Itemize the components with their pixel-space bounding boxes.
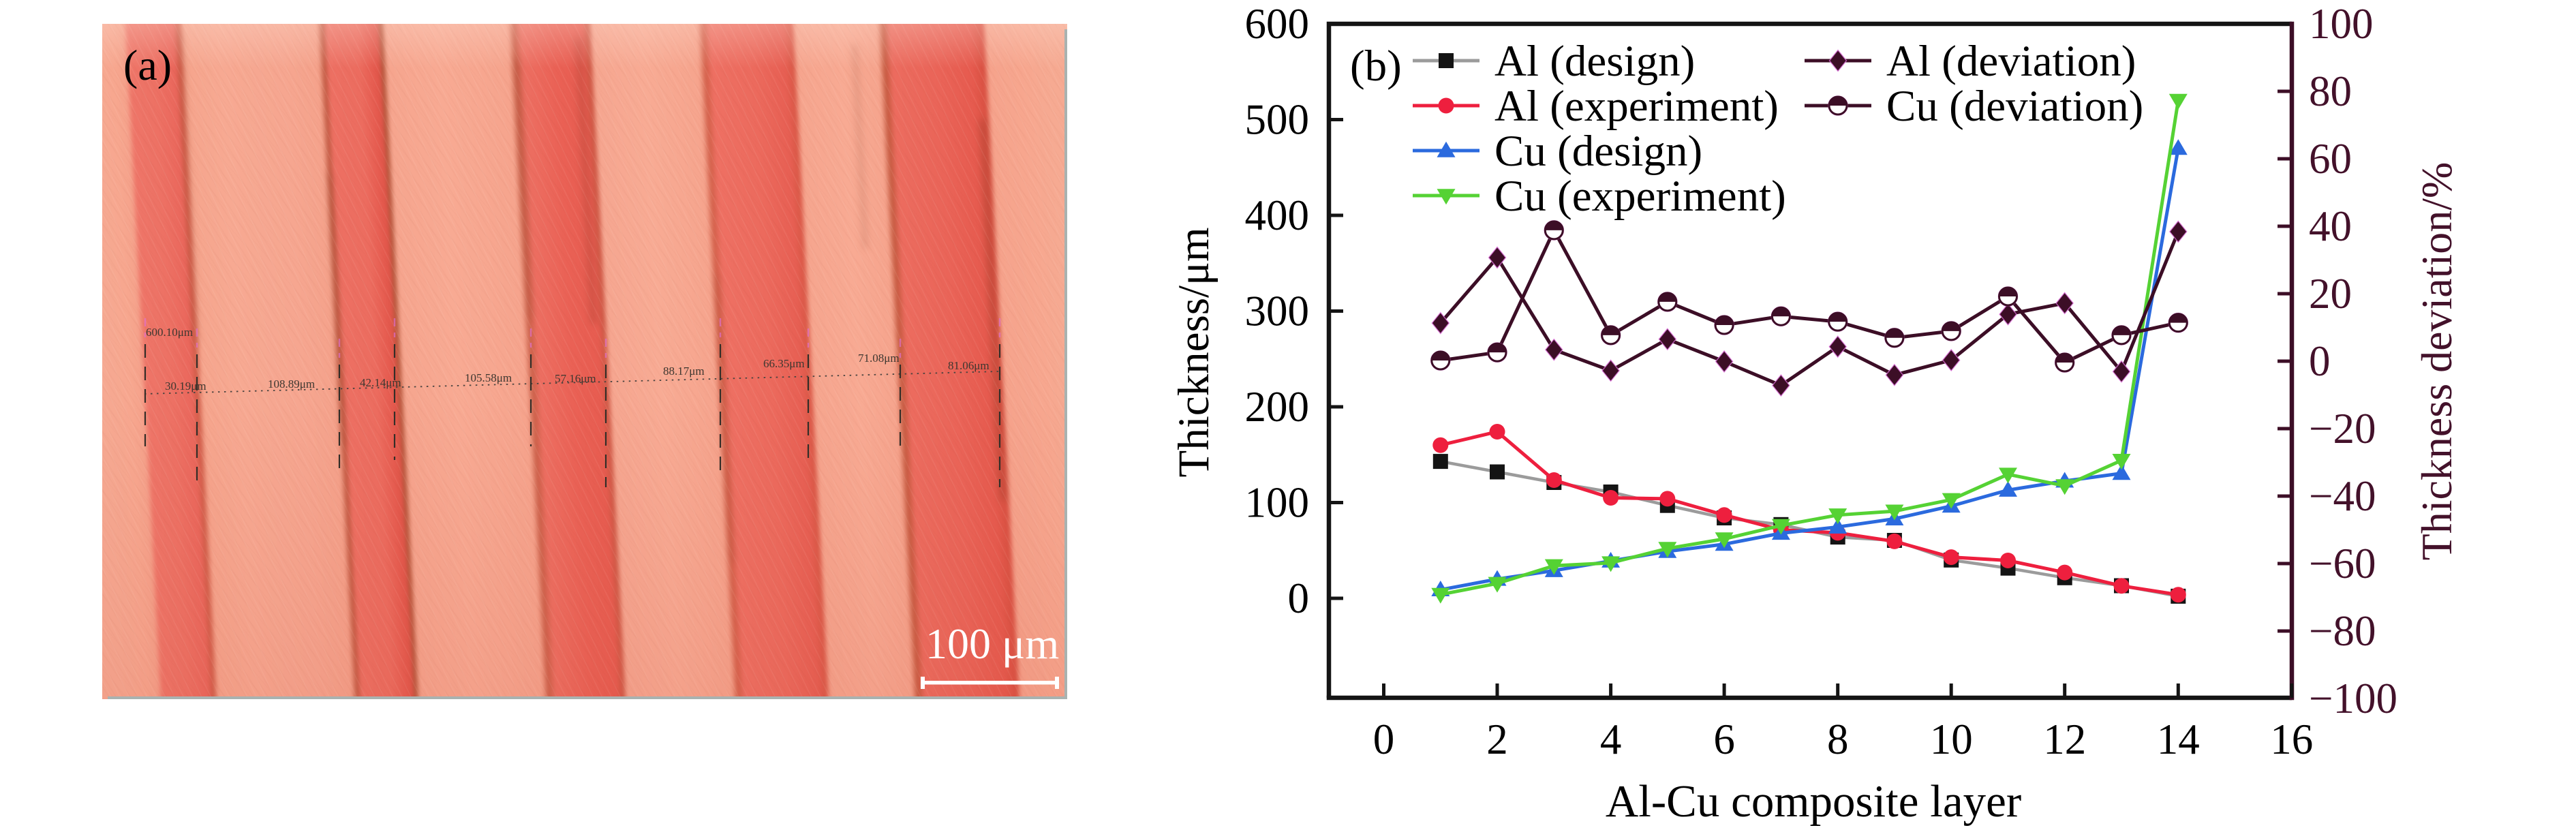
svg-text:108.89μm: 108.89μm [268,378,315,390]
svg-text:88.17μm: 88.17μm [663,365,705,378]
svg-text:2: 2 [1486,716,1508,763]
svg-text:100: 100 [1245,479,1310,527]
svg-text:Al (experiment): Al (experiment) [1494,82,1779,131]
svg-text:57.16μm: 57.16μm [555,372,596,385]
svg-text:400: 400 [1245,191,1310,239]
svg-text:0: 0 [1288,574,1310,622]
svg-text:60: 60 [2309,135,2352,183]
svg-text:−60: −60 [2309,540,2376,587]
svg-text:Al-Cu composite layer: Al-Cu composite layer [1606,776,2021,827]
svg-text:30.19μm: 30.19μm [165,380,206,393]
svg-text:Al (deviation): Al (deviation) [1886,37,2136,86]
svg-text:200: 200 [1245,383,1310,431]
svg-text:14: 14 [2157,716,2200,763]
svg-text:600.10μm: 600.10μm [146,326,193,339]
svg-text:12: 12 [2043,716,2086,763]
svg-text:8: 8 [1827,716,1849,763]
svg-text:105.58μm: 105.58μm [465,371,512,384]
svg-text:66.35μm: 66.35μm [763,357,805,370]
svg-text:100: 100 [2309,0,2374,48]
svg-text:Thickness deviation/%: Thickness deviation/% [2412,162,2461,561]
svg-text:600: 600 [1245,0,1310,48]
svg-text:42.14μm: 42.14μm [360,376,401,389]
svg-text:40: 40 [2309,202,2352,250]
svg-text:−20: −20 [2309,405,2376,452]
svg-text:Cu (deviation): Cu (deviation) [1886,82,2143,131]
svg-text:80: 80 [2309,67,2352,115]
svg-text:Cu (experiment): Cu (experiment) [1494,172,1786,221]
svg-text:Cu (design): Cu (design) [1494,127,1702,176]
svg-text:(b): (b) [1350,42,1402,91]
svg-text:100 μm: 100 μm [925,619,1059,668]
svg-text:−40: −40 [2309,472,2376,520]
svg-text:6: 6 [1713,716,1735,763]
svg-text:(a): (a) [123,41,172,89]
svg-text:10: 10 [1930,716,1973,763]
svg-text:71.08μm: 71.08μm [858,352,900,365]
svg-text:Al (design): Al (design) [1494,37,1695,86]
svg-text:20: 20 [2309,270,2352,318]
svg-text:81.06μm: 81.06μm [948,359,990,372]
svg-text:Thickness/μm: Thickness/μm [1169,227,1218,477]
svg-text:4: 4 [1600,716,1622,763]
svg-text:−80: −80 [2309,607,2376,655]
svg-text:−100: −100 [2309,675,2397,722]
svg-text:300: 300 [1245,288,1310,335]
svg-text:16: 16 [2270,716,2313,763]
svg-text:0: 0 [1373,716,1395,763]
svg-text:0: 0 [2309,337,2331,385]
svg-text:500: 500 [1245,96,1310,144]
